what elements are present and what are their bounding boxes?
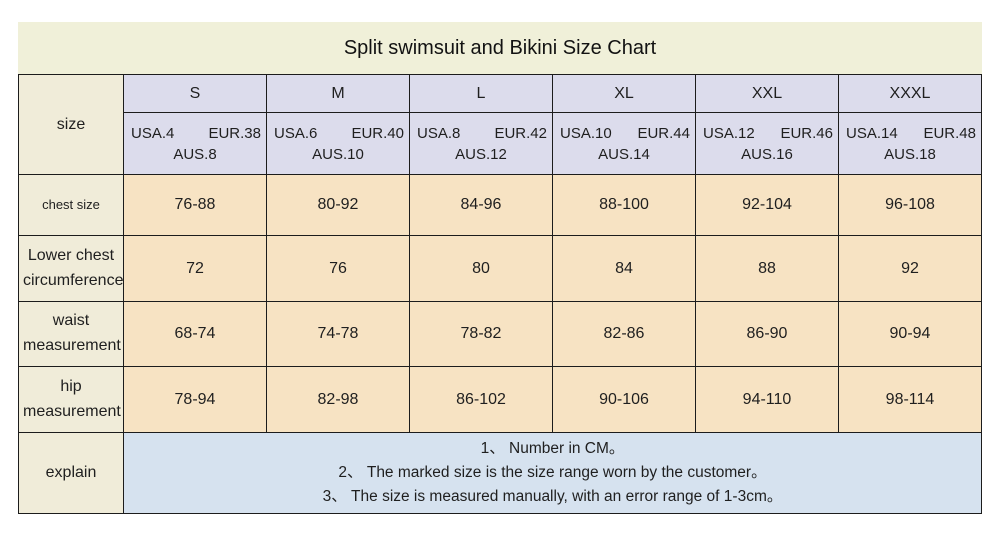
row-label-hip: hip measurement: [18, 366, 124, 433]
waist-value-xl: 82-86: [552, 301, 696, 367]
usa-size: USA.4: [131, 124, 175, 142]
chest-value-xxl: 92-104: [695, 174, 839, 236]
row-label-chest: chest size: [18, 174, 124, 236]
eur-size: EUR.44: [637, 124, 690, 142]
size-header-l: L: [409, 74, 553, 113]
aus-size: AUS.12: [455, 145, 507, 163]
size-header-xxxl: XXXL: [838, 74, 982, 113]
waist-value-s: 68-74: [123, 301, 267, 367]
lower-chest-row: Lower chest circumference 72 76 80 84 88…: [18, 235, 982, 302]
row-label-waist: waist measurement: [18, 301, 124, 367]
aus-size: AUS.10: [312, 145, 364, 163]
eur-size: EUR.42: [494, 124, 547, 142]
explain-row: explain 1、 Number in CM。 2、 The marked s…: [18, 431, 982, 515]
international-size-row: USA.4 EUR.38 AUS.8 USA.6 EUR.40 AUS.10 U…: [19, 112, 982, 175]
usa-size: USA.6: [274, 124, 318, 142]
hip-value-s: 78-94: [123, 366, 267, 433]
explain-notes: 1、 Number in CM。 2、 The marked size is t…: [123, 431, 982, 515]
hip-value-xl: 90-106: [552, 366, 696, 433]
chart-title-bar: Split swimsuit and Bikini Size Chart: [18, 22, 982, 74]
usa-size: USA.10: [560, 124, 612, 142]
usa-size: USA.14: [846, 124, 898, 142]
size-letter-row: size S M L XL XXL XXXL: [18, 74, 982, 175]
lower-chest-value-xxxl: 92: [838, 235, 982, 302]
note-line-1: 1、 Number in CM。: [480, 440, 625, 457]
intl-size-cell-xl: USA.10 EUR.44 AUS.14: [552, 112, 696, 175]
hip-row: hip measurement 78-94 82-98 86-102 90-10…: [18, 366, 982, 433]
waist-value-xxl: 86-90: [695, 301, 839, 367]
chest-value-s: 76-88: [123, 174, 267, 236]
eur-size: EUR.48: [923, 124, 976, 142]
lower-chest-value-s: 72: [123, 235, 267, 302]
row-label-lower-chest: Lower chest circumference: [18, 235, 124, 302]
eur-size: EUR.38: [208, 124, 261, 142]
chest-value-m: 80-92: [266, 174, 410, 236]
hip-value-m: 82-98: [266, 366, 410, 433]
aus-size: AUS.14: [598, 145, 650, 163]
note-line-2: 2、 The marked size is the size range wor…: [338, 464, 767, 482]
aus-size: AUS.18: [884, 145, 936, 163]
intl-size-cell-xxxl: USA.14 EUR.48 AUS.18: [838, 112, 982, 175]
usa-size: USA.8: [417, 124, 461, 142]
chest-value-xxxl: 96-108: [838, 174, 982, 236]
chest-value-xl: 88-100: [552, 174, 696, 236]
waist-value-m: 74-78: [266, 301, 410, 367]
hip-value-xxxl: 98-114: [838, 366, 982, 433]
chest-value-l: 84-96: [409, 174, 553, 236]
intl-size-cell-xxl: USA.12 EUR.46 AUS.16: [695, 112, 839, 175]
explain-label: explain: [18, 431, 124, 515]
eur-size: EUR.40: [351, 124, 404, 142]
lower-chest-value-l: 80: [409, 235, 553, 302]
aus-size: AUS.16: [741, 145, 793, 163]
aus-size: AUS.8: [173, 145, 217, 163]
usa-size: USA.12: [703, 124, 755, 142]
size-header-m: M: [266, 74, 410, 113]
size-header-xxl: XXL: [695, 74, 839, 113]
waist-value-xxxl: 90-94: [838, 301, 982, 367]
size-header-xl: XL: [552, 74, 696, 113]
page-title: Split swimsuit and Bikini Size Chart: [343, 36, 657, 59]
size-chart-table: size S M L XL XXL XXXL USA.4 EUR.38 AUS.…: [18, 74, 982, 515]
lower-chest-value-m: 76: [266, 235, 410, 302]
lower-chest-value-xl: 84: [552, 235, 696, 302]
hip-value-xxl: 94-110: [695, 366, 839, 433]
waist-value-l: 78-82: [409, 301, 553, 367]
size-header-s: S: [123, 74, 267, 113]
lower-chest-value-xxl: 88: [695, 235, 839, 302]
intl-size-cell-l: USA.8 EUR.42 AUS.12: [409, 112, 553, 175]
chest-size-row: chest size 76-88 80-92 84-96 88-100 92-1…: [18, 174, 982, 236]
waist-row: waist measurement 68-74 74-78 78-82 82-8…: [18, 301, 982, 367]
note-line-3: 3、 The size is measured manually, with a…: [322, 488, 783, 506]
intl-size-cell-s: USA.4 EUR.38 AUS.8: [123, 112, 267, 175]
eur-size: EUR.46: [780, 124, 833, 142]
intl-size-cell-m: USA.6 EUR.40 AUS.10: [266, 112, 410, 175]
size-corner-label: size: [18, 74, 124, 175]
hip-value-l: 86-102: [409, 366, 553, 433]
